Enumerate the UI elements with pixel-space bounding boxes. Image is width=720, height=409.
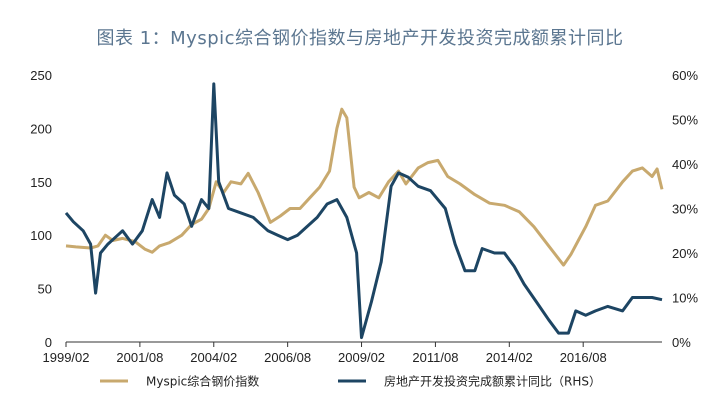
x-tick-label: 2006/08 (264, 350, 311, 365)
x-tick-label: 2004/02 (190, 350, 237, 365)
legend-label: 房地产开发投资完成额累计同比（RHS） (384, 374, 601, 389)
y-left-tick-label: 0 (45, 335, 52, 350)
y-left-tick-label: 100 (30, 228, 52, 243)
x-tick-label: 2001/08 (116, 350, 163, 365)
x-tick-label: 2014/02 (486, 350, 533, 365)
y-right-tick-label: 20% (672, 246, 698, 261)
steel-price-line (65, 107, 664, 267)
x-tick-label: 2009/02 (338, 350, 385, 365)
y-left-tick-label: 250 (30, 68, 52, 83)
x-tick-label: 2016/08 (560, 350, 607, 365)
y-right-tick-label: 50% (672, 113, 698, 128)
y-right-tick-label: 30% (672, 202, 698, 217)
y-right-tick-label: 10% (672, 291, 698, 306)
legend-label: Myspic综合钢价指数 (146, 374, 259, 389)
chart-title: 图表 1：Myspic综合钢价指数与房地产开发投资完成额累计同比 (96, 28, 624, 49)
x-tick-label: 2011/08 (412, 350, 458, 365)
y-left-tick-label: 50 (38, 282, 52, 297)
y-right-tick-label: 60% (672, 68, 698, 83)
y-right-tick-label: 40% (672, 157, 698, 172)
real-estate-investment-line (64, 82, 663, 340)
y-left-tick-label: 200 (30, 121, 52, 136)
y-left-tick-label: 150 (30, 175, 52, 190)
y-right-tick-label: 0% (672, 335, 691, 350)
x-tick-label: 1999/02 (43, 350, 90, 365)
